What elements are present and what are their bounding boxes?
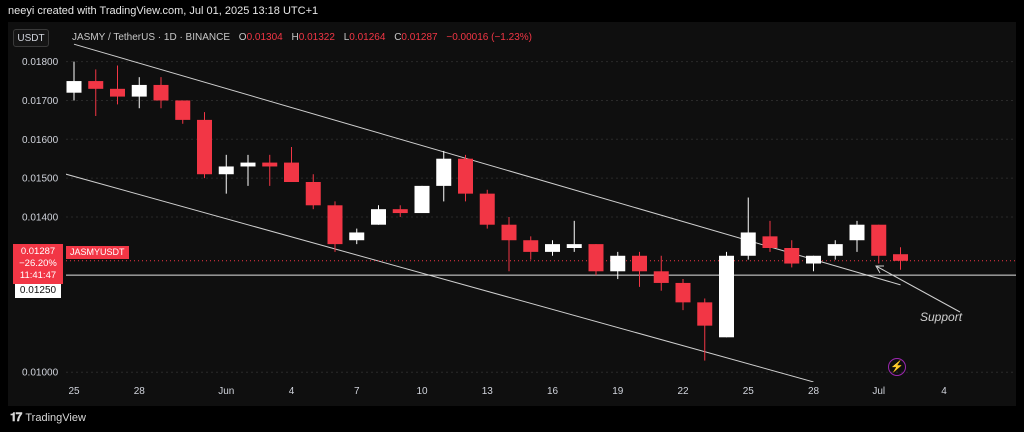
candle-body — [697, 302, 713, 326]
candle-body — [371, 209, 386, 225]
candle-body — [153, 84, 169, 101]
author-caption: neeyi created with TradingView.com, Jul … — [8, 5, 319, 17]
candle-body — [479, 193, 495, 225]
candle-body — [436, 158, 452, 186]
candle-body — [566, 244, 582, 248]
support-price-tag: 0.01250 — [15, 284, 61, 298]
currency-button[interactable]: USDT — [13, 29, 49, 47]
x-tick-label: 19 — [612, 386, 624, 397]
flash-icon[interactable]: ⚡ — [888, 358, 906, 376]
change-percent: −26.20% — [19, 258, 57, 269]
candle-body — [66, 81, 82, 93]
close-value: 0.01287 — [401, 32, 438, 43]
y-tick-label: 0.01000 — [22, 368, 59, 379]
symbol-price-tag: JASMYUSDT — [66, 246, 129, 259]
candle-body — [806, 255, 821, 264]
candle-body — [871, 224, 887, 256]
candle-body — [349, 232, 365, 241]
x-tick-label: 28 — [134, 386, 146, 397]
open-label: O — [238, 32, 247, 43]
candle-body — [327, 205, 343, 245]
x-tick-label: 4 — [941, 386, 947, 397]
candle-body — [218, 166, 234, 175]
support-arrow — [875, 265, 961, 313]
candle-body — [305, 182, 321, 206]
x-tick-label: 25 — [68, 386, 80, 397]
low-label: L — [343, 32, 350, 43]
high-label: H — [291, 32, 299, 43]
candle-body — [588, 244, 604, 272]
candle-body — [632, 255, 647, 272]
candle-body — [523, 240, 539, 252]
y-tick-label: 0.01700 — [22, 96, 59, 107]
candle-body — [784, 248, 800, 264]
candle-body — [501, 224, 517, 241]
candle-body — [762, 236, 778, 248]
candle-body — [740, 232, 756, 256]
y-tick-label: 0.01800 — [22, 57, 59, 68]
open-value: 0.01304 — [246, 32, 283, 43]
last-price-tag: 0.01287 −26.20% 11:41:47 — [13, 244, 63, 284]
x-tick-label: 28 — [808, 386, 820, 397]
candle-body — [849, 224, 865, 241]
candle-body — [262, 162, 278, 167]
candle-body — [110, 88, 125, 97]
brand-name: TradingView — [25, 411, 86, 424]
candle-body — [458, 158, 473, 194]
x-tick-label: 25 — [743, 386, 755, 397]
candle-body — [175, 100, 191, 120]
low-value: 0.01264 — [349, 32, 386, 43]
tradingview-logo[interactable]: 𝟏𝟕 TradingView — [10, 410, 86, 425]
high-value: 0.01322 — [298, 32, 335, 43]
x-tick-label: Jun — [218, 386, 234, 397]
candle-body — [827, 244, 843, 256]
symbol-legend[interactable]: JASMY / TetherUS · 1D · BINANCE O0.01304… — [72, 32, 532, 43]
support-annotation: Support — [920, 310, 963, 324]
x-tick-label: 22 — [677, 386, 689, 397]
y-tick-label: 0.01400 — [22, 212, 59, 223]
trendline-channel-lower — [66, 173, 814, 382]
x-tick-label: 4 — [289, 386, 295, 397]
bar-countdown: 11:41:47 — [19, 270, 57, 281]
tradingview-logo-icon: 𝟏𝟕 — [10, 410, 22, 424]
candle-body — [653, 271, 669, 283]
candle-body — [675, 282, 691, 303]
y-tick-label: 0.01600 — [22, 135, 59, 146]
last-price: 0.01287 — [20, 246, 56, 257]
symbol-description: JASMY / TetherUS · 1D · BINANCE — [72, 32, 231, 43]
x-tick-label: 7 — [354, 386, 360, 397]
candle-body — [88, 81, 104, 89]
y-tick-label: 0.01500 — [22, 174, 59, 185]
change-value: −0.00016 (−1.23%) — [446, 32, 532, 43]
x-tick-label: 13 — [482, 386, 494, 397]
chart-panel[interactable] — [8, 22, 1016, 406]
candle-body — [610, 255, 626, 272]
candle-body — [240, 162, 256, 167]
x-tick-label: Jul — [872, 386, 885, 397]
support-arrowhead — [875, 265, 884, 274]
candle-body — [392, 209, 408, 214]
candle-body — [545, 244, 560, 252]
candle-body — [197, 119, 212, 175]
close-label: C — [394, 32, 402, 43]
candle-body — [284, 162, 299, 182]
x-tick-label: 16 — [547, 386, 559, 397]
candle-body — [719, 255, 734, 338]
x-tick-label: 10 — [416, 386, 428, 397]
candle-body — [893, 254, 908, 261]
candle-body — [131, 84, 147, 97]
candle-body — [414, 185, 430, 214]
